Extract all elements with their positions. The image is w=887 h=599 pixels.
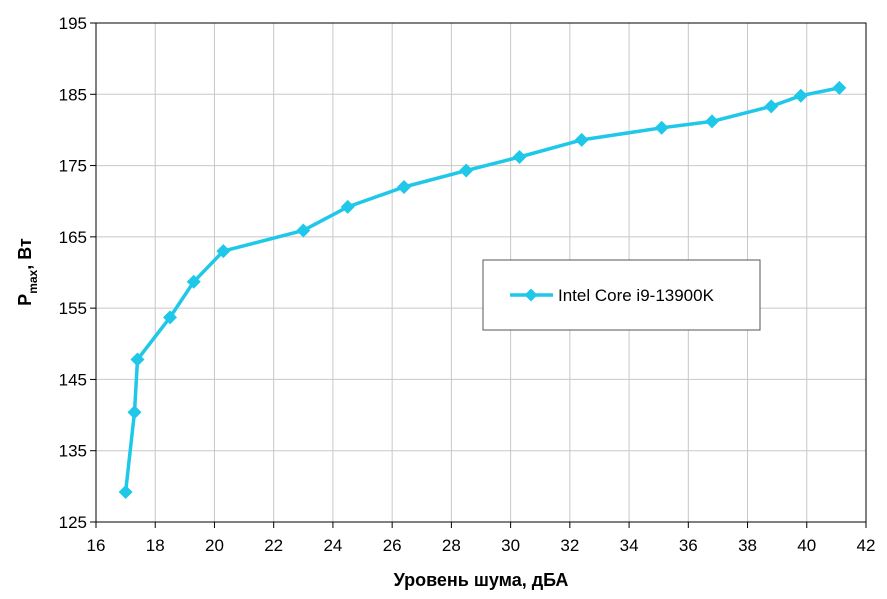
x-tick-label: 24 [323,536,342,555]
y-tick-label: 145 [59,370,87,389]
data-point-marker [397,179,411,194]
data-point-marker [793,88,808,103]
y-tick-label: 185 [59,85,87,104]
data-point-marker [705,114,719,129]
y-tick-label: 195 [59,14,87,33]
x-tick-label: 16 [87,536,106,555]
data-point-marker [163,310,178,325]
x-tick-label: 20 [205,536,224,555]
data-point-marker [130,352,145,367]
data-point-marker [459,163,474,178]
data-point-marker [654,120,669,135]
y-axis-title: Pmax, Вт [15,238,40,306]
y-tick-label: 175 [59,157,87,176]
legend-entry-label: Intel Core i9-13900K [558,286,715,305]
legend: Intel Core i9-13900K [482,259,761,331]
x-tick-label: 18 [146,536,165,555]
data-point-marker [118,485,133,500]
data-point-marker [764,99,779,114]
y-tick-label: 125 [59,513,87,532]
legend-marker-diamond [524,288,538,302]
x-tick-label: 22 [264,536,283,555]
data-point-marker [186,274,201,289]
y-axis-title-main: P [15,294,35,306]
data-point-marker [832,80,847,95]
x-tick-label: 28 [442,536,461,555]
x-axis-title: Уровень шума, дБА [394,570,569,590]
y-tick-label: 135 [59,442,87,461]
x-tick-label: 32 [560,536,579,555]
data-point-marker [127,405,142,420]
x-tick-label: 34 [620,536,639,555]
series-layer [118,80,847,500]
y-axis-title-rest: , Вт [15,238,35,270]
x-tick-label: 36 [679,536,698,555]
plot-frame [95,22,867,523]
data-point-marker [216,244,231,259]
data-point-marker [574,132,589,147]
x-tick-label: 26 [383,536,402,555]
x-tick-label: 30 [501,536,520,555]
x-tick-label: 42 [857,536,876,555]
y-axis-ticks: 125 135 145 155 165 175 185 195 [59,14,96,532]
data-point-marker [340,199,355,214]
y-tick-label: 165 [59,228,87,247]
x-tick-label: 40 [797,536,816,555]
data-point-marker [296,223,311,238]
y-axis-title-sub: max [26,269,40,293]
y-tick-label: 155 [59,299,87,318]
x-tick-label: 38 [738,536,757,555]
data-point-marker [512,150,527,165]
x-axis-ticks: 16 18 20 22 24 26 28 30 32 34 36 38 40 42 [87,522,876,555]
